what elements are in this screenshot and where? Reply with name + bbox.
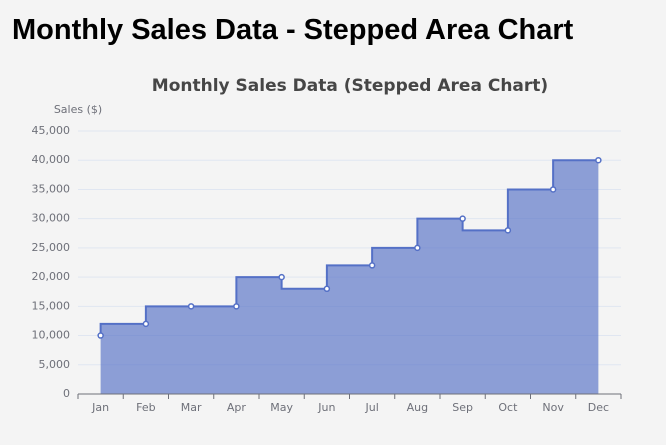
x-tick-label: Oct: [498, 401, 518, 414]
x-tick-label: Dec: [588, 401, 609, 414]
y-tick-label: 20,000: [32, 270, 71, 283]
x-tick-label: Jul: [364, 401, 378, 414]
x-tick-label: Jun: [317, 401, 335, 414]
x-tick-label: Feb: [136, 401, 155, 414]
area: [100, 160, 599, 394]
point: [414, 244, 421, 252]
point: [459, 215, 466, 222]
y-axis-label: Sales ($): [54, 103, 102, 116]
x-tick-label: Nov: [542, 401, 564, 414]
y-tick-label: 5,000: [39, 358, 71, 371]
x-tick-label: Mar: [181, 401, 202, 414]
point: [97, 332, 104, 339]
point: [233, 303, 240, 310]
x-tick-label: Sep: [452, 401, 473, 414]
y-tick-label: 45,000: [32, 124, 71, 137]
y-tick-label: 15,000: [32, 299, 71, 312]
x-tick-label: Aug: [407, 401, 428, 414]
y-tick-label: 0: [63, 387, 70, 400]
x-tick-label: Apr: [227, 401, 247, 414]
chart-title: Monthly Sales Data (Stepped Area Chart): [152, 76, 548, 96]
x-tick-label: Jan: [91, 401, 109, 414]
step-line: [99, 159, 599, 336]
y-tick-label: 35,000: [32, 182, 71, 195]
y-tick-label: 10,000: [32, 329, 71, 342]
point: [368, 262, 376, 269]
x-tick-label: May: [270, 401, 293, 414]
point: [278, 273, 285, 281]
point: [187, 303, 195, 310]
y-tick-label: 30,000: [32, 212, 71, 225]
point: [323, 285, 331, 293]
y-tick-label: 40,000: [32, 153, 71, 166]
point: [595, 156, 602, 164]
y-tick-label: 25,000: [32, 241, 71, 254]
point: [142, 320, 150, 328]
page-title: Monthly Sales Data - Stepped Area Chart: [12, 14, 574, 46]
point: [549, 186, 557, 193]
point: [504, 227, 512, 234]
